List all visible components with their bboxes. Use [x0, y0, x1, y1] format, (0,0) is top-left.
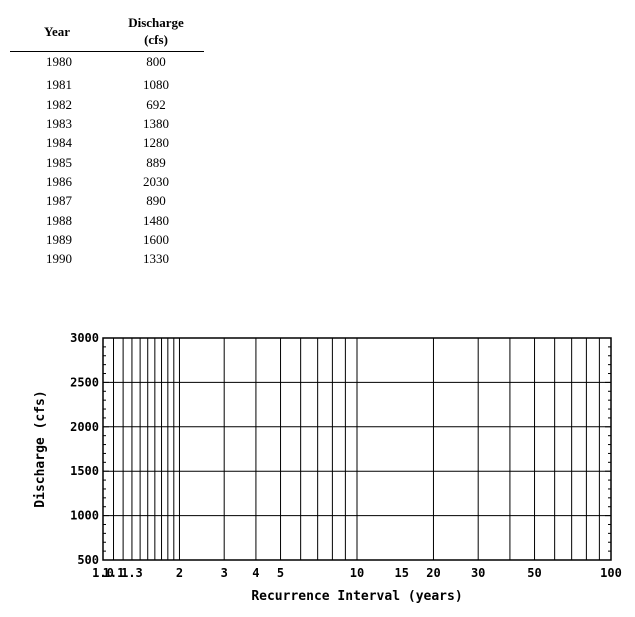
- discharge-cell: 1380: [143, 116, 169, 132]
- discharge-cell: 1280: [143, 135, 169, 151]
- x-tick-label: 20: [426, 566, 440, 580]
- plot-frame: [102, 337, 612, 561]
- year-cell: 1984: [46, 135, 72, 151]
- recurrence-chart: 500 1000 1500 2000 2500 3000 1.01.11.3 2 3 4 5 10 15…: [33, 331, 622, 604]
- y-tick-label: 1500: [70, 464, 99, 478]
- table-row: 1987 890: [10, 191, 204, 210]
- table-header-row: Year Discharge (cfs): [10, 12, 204, 52]
- year-header: Year: [10, 12, 108, 52]
- y-tick-label: 3000: [70, 331, 99, 345]
- table-row: 1990 1330: [10, 249, 204, 268]
- discharge-cell: 890: [146, 193, 166, 209]
- x-axis-label: Recurrence Interval (years): [251, 589, 462, 604]
- table-row: 1984 1280: [10, 133, 204, 152]
- discharge-header-label: Discharge: [128, 15, 184, 30]
- table-row: 1982 692: [10, 95, 204, 114]
- year-cell: 1988: [46, 212, 72, 228]
- year-cell: 1986: [46, 173, 72, 189]
- table-body: 1980 800 1981 1080 1982 692 1983 1380 1984 1280 19…: [10, 52, 204, 269]
- x-tick-label: 100: [600, 566, 622, 580]
- table-row: 1983 1380: [10, 114, 204, 133]
- x-tick-label: 5: [277, 566, 284, 580]
- table-row: 1989 1600: [10, 230, 204, 249]
- year-cell: 1980: [46, 54, 72, 70]
- discharge-cell: 2030: [143, 173, 169, 189]
- discharge-cell: 1600: [143, 231, 169, 247]
- x-tick-label: 30: [471, 566, 485, 580]
- year-cell: 1989: [46, 231, 72, 247]
- x-tick-label: 4: [252, 566, 259, 580]
- chart-grid: [103, 338, 611, 560]
- year-cell: 1983: [46, 116, 72, 132]
- discharge-cell: 889: [146, 154, 166, 170]
- x-tick-label: 1.3: [121, 566, 143, 580]
- year-cell: 1982: [46, 96, 72, 112]
- y-tick-label: 2000: [70, 420, 99, 434]
- x-tick-label: 1.0: [92, 566, 114, 580]
- x-tick-label: 50: [527, 566, 541, 580]
- x-tick-label: 1.1: [103, 566, 125, 580]
- chart-ticks: [103, 337, 611, 561]
- table-row: 1981 1080: [10, 71, 204, 94]
- year-cell: 1985: [46, 154, 72, 170]
- chart-tick-labels: 500 1000 1500 2000 2500 3000 1.01.11.3 2 3 4 5 10 15…: [70, 331, 622, 580]
- y-tick-label: 1000: [70, 509, 99, 523]
- year-cell: 1987: [46, 193, 72, 209]
- x-tick-label: 15: [395, 566, 409, 580]
- discharge-cell: 1080: [143, 77, 169, 93]
- year-cell: 1990: [46, 251, 72, 267]
- discharge-cell: 1480: [143, 212, 169, 228]
- y-axis-label: Discharge (cfs): [33, 390, 48, 507]
- discharge-cell: 692: [146, 96, 166, 112]
- discharge-cell: 1330: [143, 251, 169, 267]
- table-row: 1986 2030: [10, 172, 204, 191]
- x-tick-label: 2: [176, 566, 183, 580]
- discharge-table: Year Discharge (cfs) 1980 800 1981 1080 1982…: [10, 12, 204, 268]
- year-cell: 1981: [46, 77, 72, 93]
- discharge-header: Discharge (cfs): [108, 12, 204, 52]
- discharge-cell: 800: [146, 54, 166, 70]
- table-row: 1985 889: [10, 152, 204, 171]
- table-row: 1980 800: [10, 52, 204, 72]
- discharge-header-unit: (cfs): [144, 32, 168, 47]
- table-row: 1988 1480: [10, 210, 204, 229]
- x-tick-label: 3: [221, 566, 228, 580]
- y-tick-label: 2500: [70, 375, 99, 389]
- y-tick-label: 500: [77, 553, 99, 567]
- x-tick-label: 10: [350, 566, 364, 580]
